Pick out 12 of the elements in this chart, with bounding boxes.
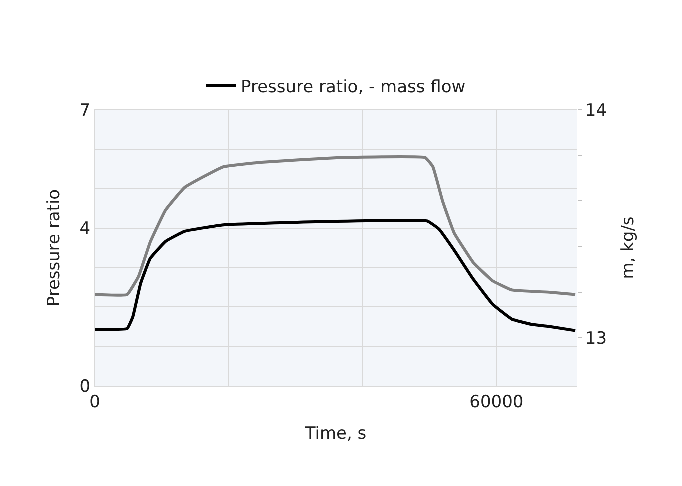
y2-tick-label: 13 <box>585 329 608 350</box>
legend-label: Pressure ratio, - mass flow <box>241 78 466 98</box>
y-tick-label: 0 <box>80 376 91 397</box>
y2-axis-title: m, kg/s <box>618 216 638 280</box>
y2-tick-label: 14 <box>585 100 608 121</box>
x-axis-title: Time, s <box>304 424 367 444</box>
y-tick-label: 7 <box>80 100 91 121</box>
x-tick-label: 60000 <box>470 392 524 412</box>
y-axis-title: Pressure ratio <box>44 189 64 307</box>
line-series <box>95 156 577 297</box>
line-series <box>95 219 577 332</box>
y-tick-label: 4 <box>80 219 91 240</box>
